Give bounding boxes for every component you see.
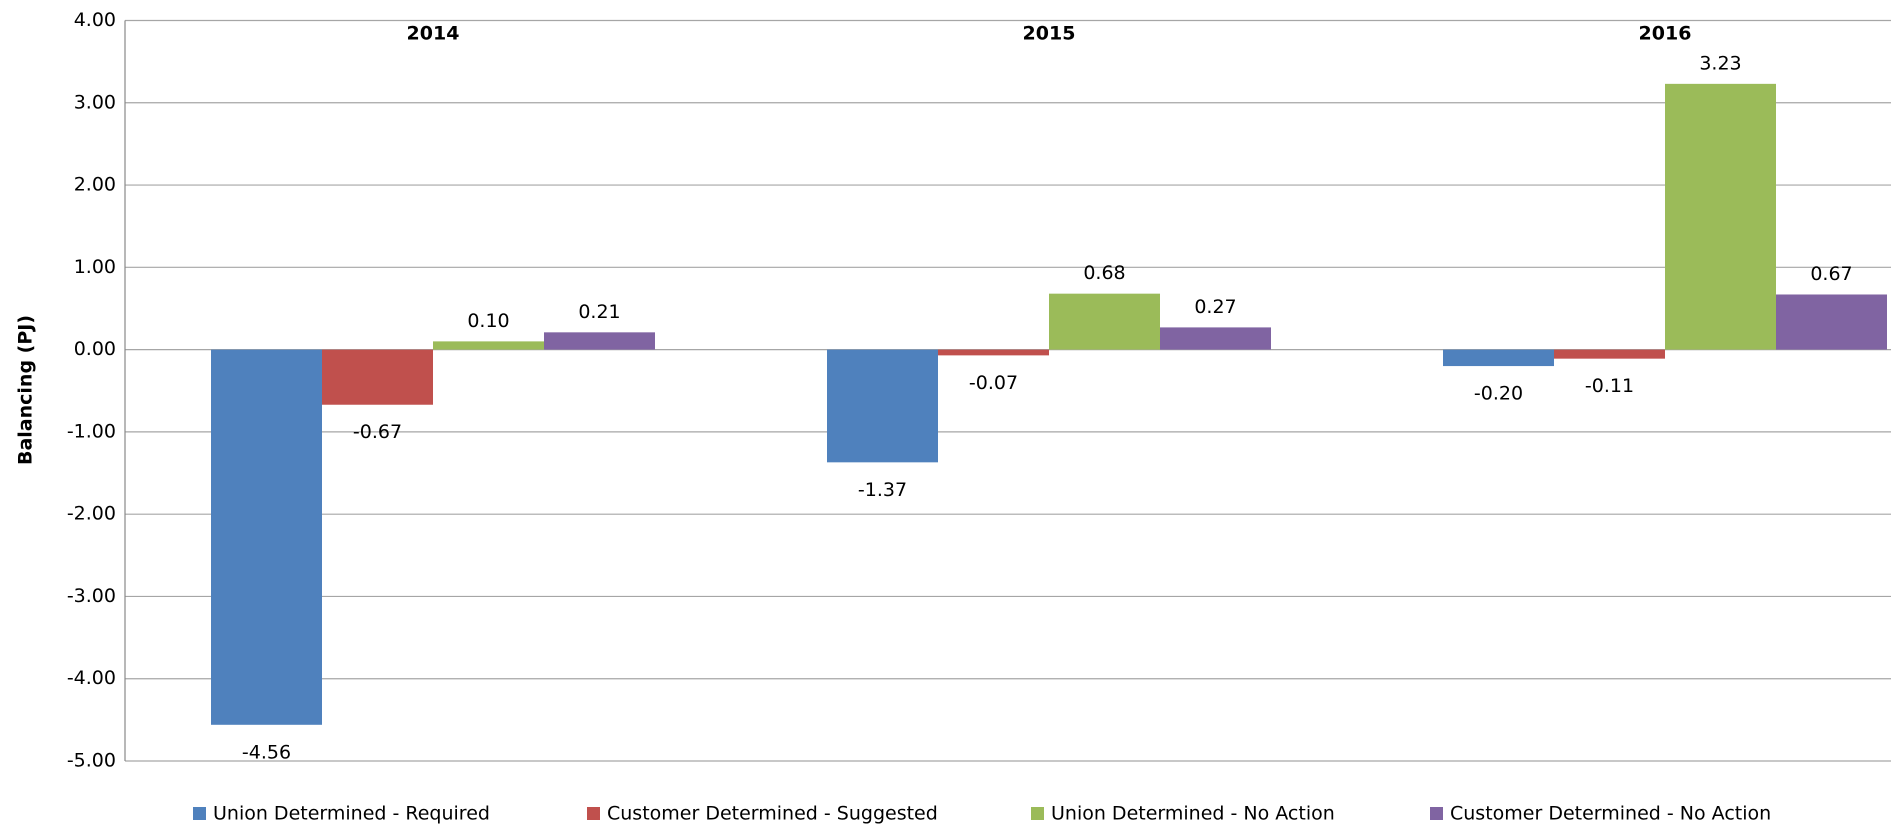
category-label: 2014 [407, 23, 460, 45]
y-tick-label: 4.00 [74, 9, 116, 31]
y-tick-label: -5.00 [67, 750, 116, 772]
legend-label: Union Determined - Required [213, 803, 490, 825]
legend-label: Union Determined - No Action [1051, 803, 1335, 825]
bar [938, 349, 1049, 356]
bar [1443, 349, 1554, 367]
y-tick-label: 0.00 [74, 338, 116, 360]
legend-label: Customer Determined - No Action [1450, 803, 1771, 825]
legend-swatch [587, 807, 600, 820]
value-label: 0.67 [1810, 263, 1852, 285]
value-label: -0.11 [1585, 375, 1634, 397]
legend-swatch [1031, 807, 1044, 820]
value-label: -4.56 [242, 741, 291, 763]
value-label: -0.07 [969, 372, 1018, 394]
bar [322, 349, 433, 405]
bar [827, 349, 938, 463]
bar [1776, 294, 1887, 350]
value-label: 0.10 [467, 310, 509, 332]
bar [1160, 327, 1271, 350]
y-tick-label: -2.00 [67, 503, 116, 525]
legend-label: Customer Determined - Suggested [607, 803, 938, 825]
y-tick-label: 2.00 [74, 174, 116, 196]
legend-swatch [193, 807, 206, 820]
bar [1665, 83, 1776, 350]
y-tick-label: -4.00 [67, 667, 116, 689]
value-label: -1.37 [858, 479, 907, 501]
value-label: 0.27 [1194, 296, 1236, 318]
value-label: -0.67 [353, 421, 402, 443]
bar [1049, 293, 1160, 350]
y-tick-label: -1.00 [67, 420, 116, 442]
value-label: -0.20 [1474, 383, 1523, 405]
category-label: 2015 [1023, 23, 1076, 45]
legend-swatch [1430, 807, 1443, 820]
value-label: 0.68 [1083, 262, 1125, 284]
category-label: 2016 [1639, 23, 1692, 45]
y-tick-label: -3.00 [67, 585, 116, 607]
value-label: 3.23 [1699, 52, 1741, 74]
bar [1554, 349, 1665, 359]
bar [544, 332, 655, 350]
bar [433, 341, 544, 350]
y-tick-label: 3.00 [74, 91, 116, 113]
y-tick-label: 1.00 [74, 256, 116, 278]
value-label: 0.21 [578, 301, 620, 323]
y-axis-title: Balancing (PJ) [15, 315, 37, 465]
bar [211, 349, 322, 725]
